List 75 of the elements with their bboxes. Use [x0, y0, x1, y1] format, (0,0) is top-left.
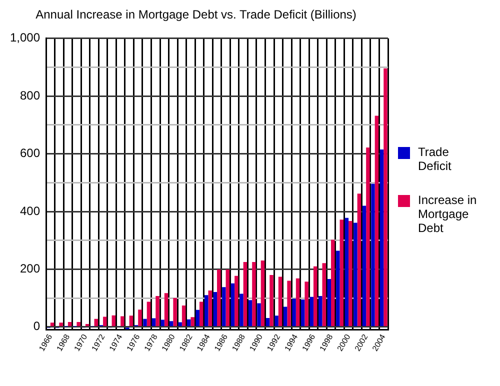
bar [348, 221, 352, 326]
bar [76, 322, 80, 326]
bar [196, 310, 200, 326]
y-tick-label: 0 [33, 319, 40, 334]
bar [380, 149, 384, 326]
bar [366, 147, 370, 326]
bar [152, 318, 156, 326]
bar [371, 184, 375, 326]
bar [374, 116, 379, 326]
bar [287, 280, 291, 326]
bar [164, 293, 168, 326]
bar [240, 294, 244, 326]
bar [270, 274, 274, 326]
bar [322, 263, 326, 326]
bar [222, 287, 226, 326]
bar [300, 299, 305, 326]
bar [59, 322, 63, 326]
bar [266, 318, 270, 326]
bar [292, 298, 296, 326]
bar [186, 319, 191, 326]
bar [94, 318, 98, 326]
bar [283, 306, 288, 326]
bar [384, 68, 388, 326]
bar [146, 302, 151, 326]
bar [344, 218, 349, 326]
bar [278, 276, 282, 326]
bar [178, 322, 182, 326]
legend-label: Increase in Mortgage Debt [418, 193, 478, 235]
bar [304, 282, 308, 326]
bar [112, 315, 116, 326]
y-tick-label: 600 [20, 146, 40, 160]
bar [252, 262, 256, 326]
bar [260, 260, 265, 326]
y-tick-label: 400 [20, 204, 40, 218]
bar [248, 300, 252, 326]
bar [362, 206, 366, 326]
bar [199, 302, 204, 326]
bar [336, 250, 340, 326]
bar [313, 266, 318, 326]
bar [318, 296, 322, 326]
bar [226, 269, 230, 326]
bar [243, 262, 248, 326]
bar [357, 194, 362, 326]
bar [327, 279, 332, 326]
chart-title: Annual Increase in Mortgage Debt vs. Trade Deficit (Billions) [36, 8, 356, 22]
bar [274, 316, 278, 326]
bar [169, 321, 174, 326]
bar [296, 278, 300, 326]
bar [129, 316, 134, 326]
bar [160, 320, 164, 326]
bar [173, 298, 177, 326]
bar [143, 318, 147, 326]
bar [208, 290, 212, 326]
bar [190, 317, 194, 326]
y-tick-label: 200 [20, 262, 40, 276]
bar [217, 269, 221, 326]
bar [156, 296, 160, 326]
y-tick-label: 800 [20, 88, 40, 102]
bar [68, 322, 72, 326]
bar [331, 240, 335, 326]
bar [257, 303, 261, 326]
bar [230, 283, 235, 326]
y-tick-label: 1,000 [10, 30, 40, 45]
bar [138, 310, 142, 326]
bar [182, 306, 186, 326]
bar [234, 276, 238, 326]
bar [340, 220, 344, 326]
bar [103, 316, 107, 326]
bar [213, 292, 218, 326]
bar [354, 222, 358, 326]
bar [204, 295, 208, 326]
bar [120, 316, 124, 326]
bar [50, 322, 54, 326]
legend-label: Trade Deficit [418, 145, 452, 173]
bar [310, 296, 314, 326]
